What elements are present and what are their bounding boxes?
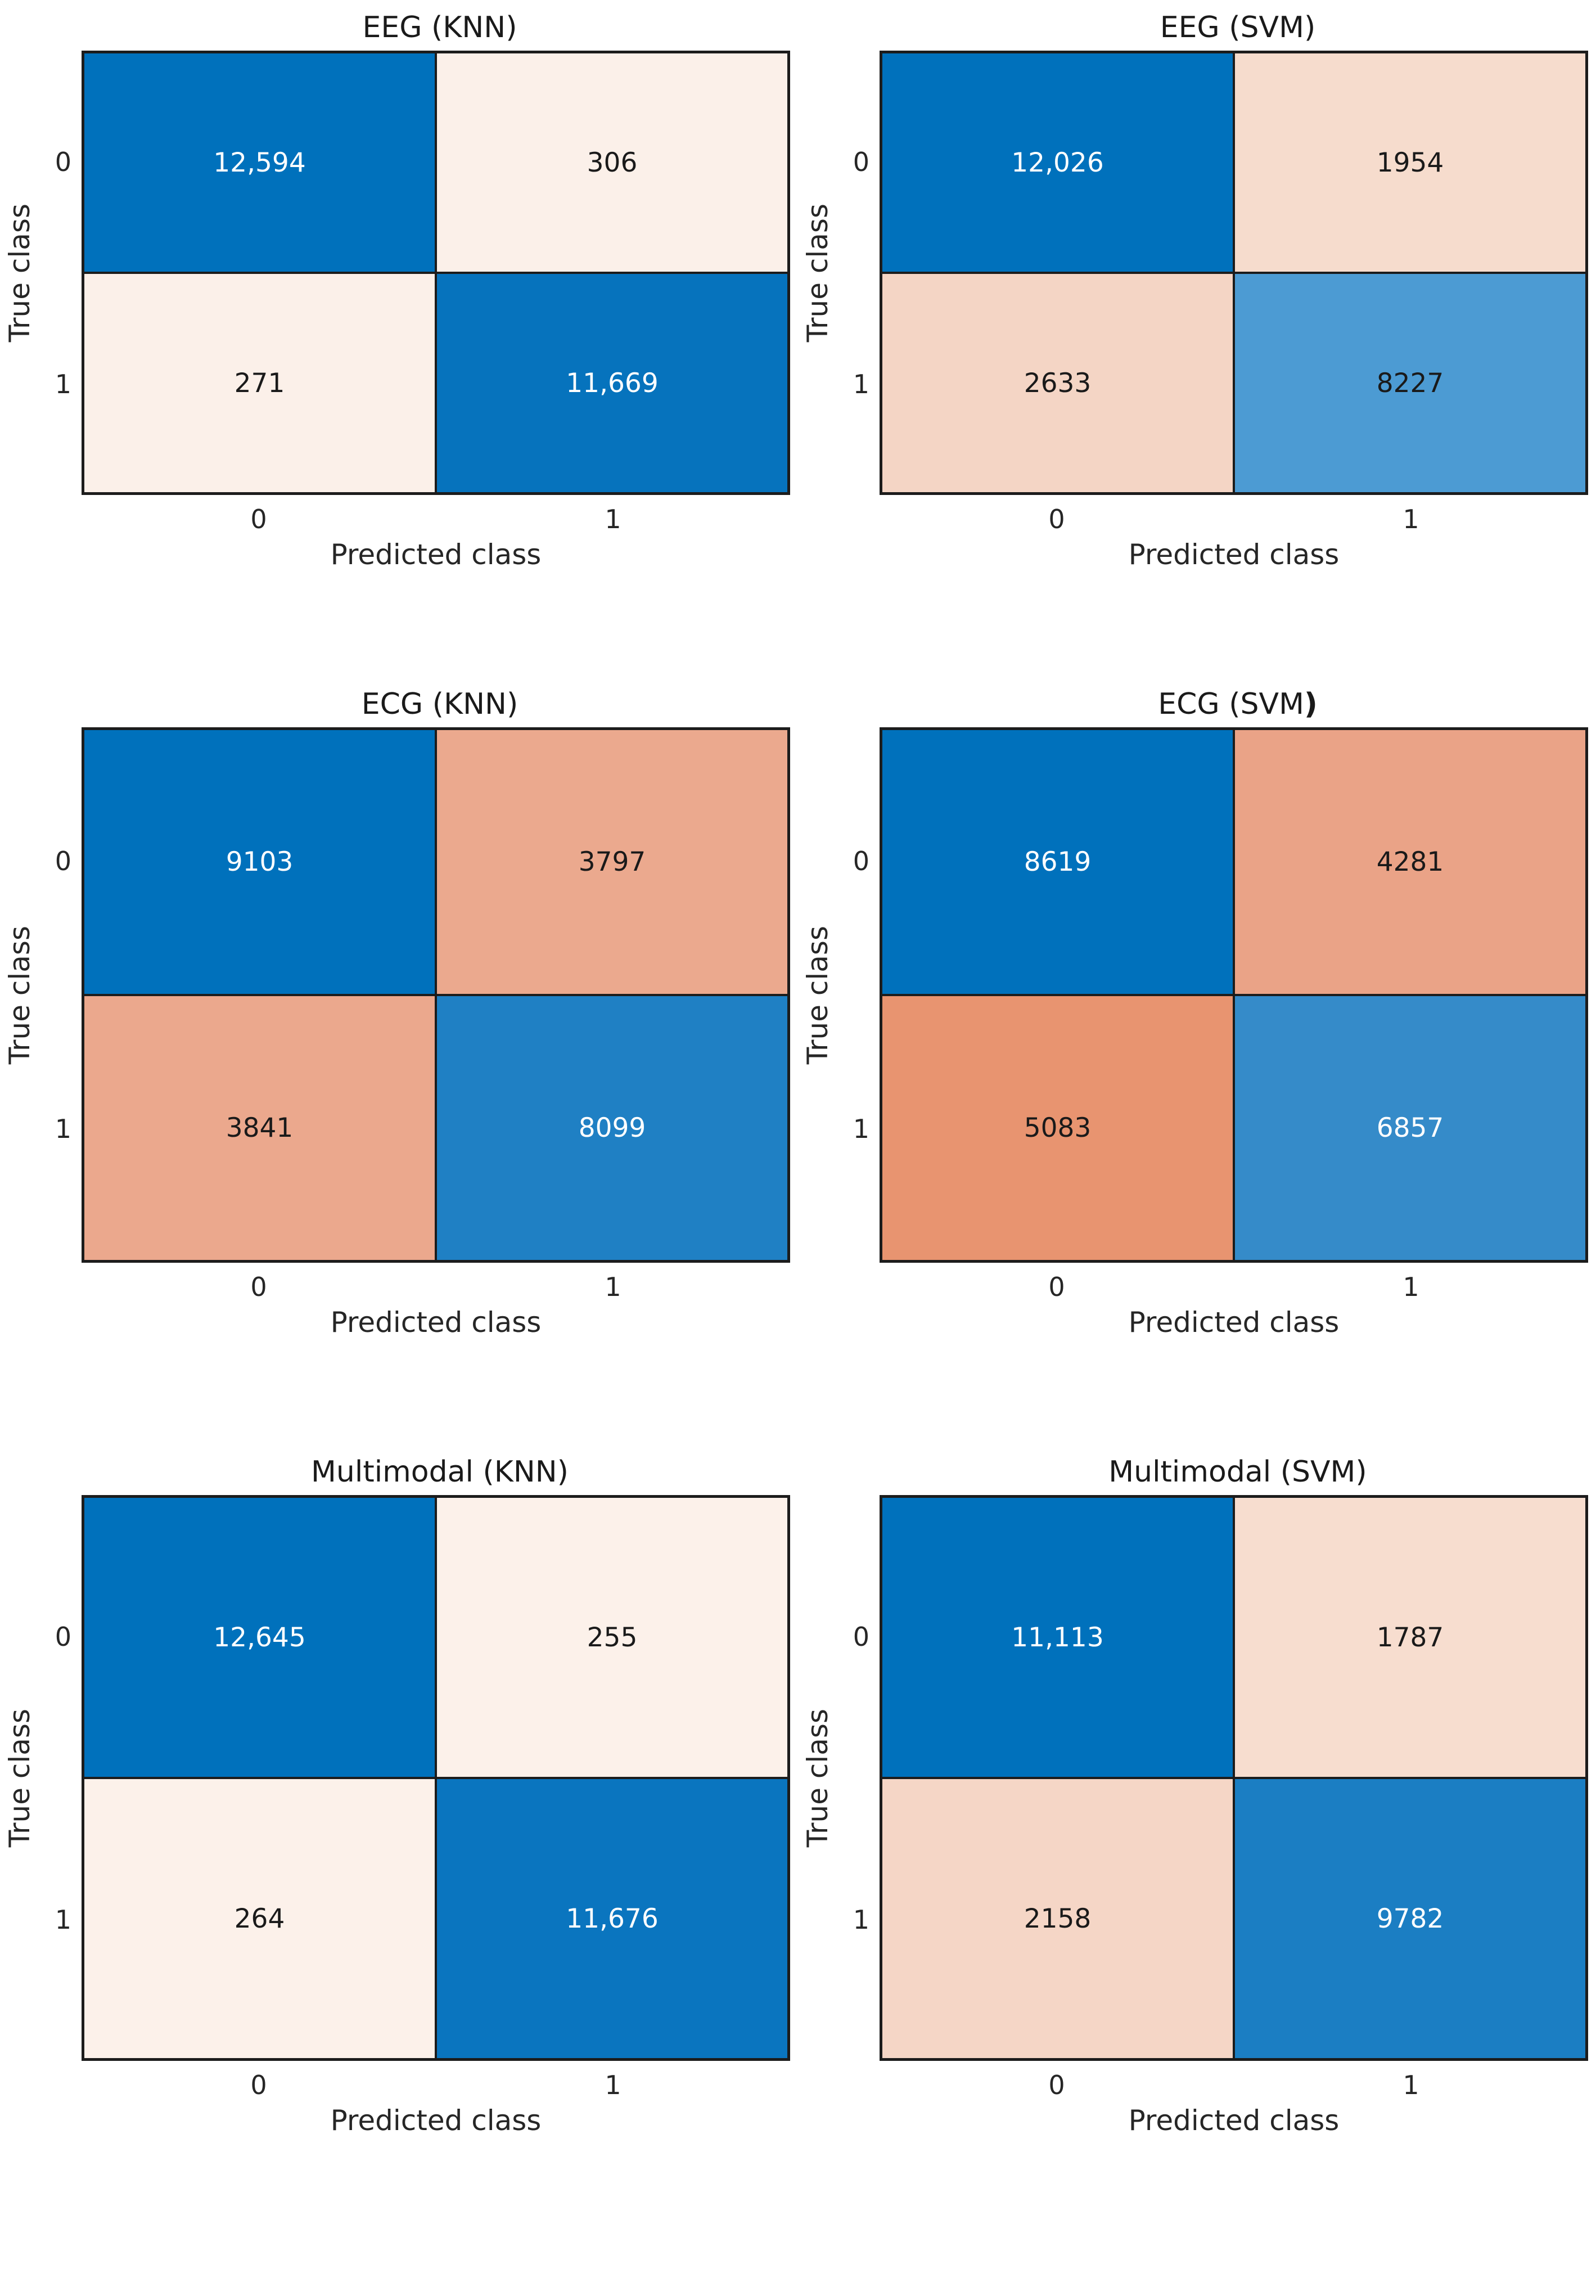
cell-true0-pred0: 8619 [882, 730, 1233, 994]
y-axis-label: True class [801, 203, 834, 343]
x-tick-0: 0 [250, 2070, 267, 2100]
cell-true1-pred0: 2158 [882, 1779, 1233, 2058]
y-axis-label: True class [801, 925, 834, 1065]
y-axis-label: True class [3, 1708, 36, 1848]
cell-true0-pred0: 12,594 [84, 53, 435, 272]
panel-ecg-knn: ECG (KNN) True class 0 1 9103 3797 3841 … [0, 570, 798, 1339]
x-axis-label: Predicted class [1128, 2104, 1340, 2137]
confusion-matrix: 12,026 1954 2633 8227 [880, 51, 1588, 495]
cell-true1-pred0: 271 [84, 274, 435, 492]
cell-true1-pred0: 2633 [882, 274, 1233, 492]
confusion-matrix: 11,113 1787 2158 9782 [880, 1495, 1588, 2061]
y-tick-1: 1 [55, 1114, 71, 1144]
y-axis-label: True class [801, 1708, 834, 1848]
confusion-matrix: 12,594 306 271 11,669 [82, 51, 790, 495]
confusion-matrix: 9103 3797 3841 8099 [82, 727, 790, 1263]
panel-title: ECG (SVM) [880, 686, 1596, 723]
x-tick-0: 0 [1048, 2070, 1065, 2100]
x-tick-1: 1 [605, 504, 621, 534]
y-axis-ticks: 0 1 [837, 51, 880, 495]
panel-title-text: EEG (SVM) [1160, 11, 1316, 44]
y-axis-ticks: 0 1 [837, 1495, 880, 2061]
y-tick-0: 0 [55, 1621, 71, 1652]
panel-title: ECG (KNN) [82, 686, 798, 723]
y-axis-label: True class [3, 925, 36, 1065]
cell-true1-pred0: 3841 [84, 996, 435, 1260]
cell-true0-pred1: 306 [437, 53, 787, 272]
panel-title-text: ECG (KNN) [361, 687, 519, 721]
cell-true1-pred1: 8099 [437, 996, 787, 1260]
x-tick-1: 1 [1403, 504, 1419, 534]
panel-title-text: Multimodal (SVM) [1108, 1455, 1367, 1489]
x-tick-0: 0 [1048, 504, 1065, 534]
cell-true0-pred0: 12,026 [882, 53, 1233, 272]
panel-eeg-knn: EEG (KNN) True class 0 1 12,594 306 271 … [0, 9, 798, 571]
confusion-matrix: 12,645 255 264 11,676 [82, 1495, 790, 2061]
cell-true0-pred1: 1787 [1235, 1498, 1585, 1777]
y-axis-ticks: 0 1 [837, 727, 880, 1263]
confusion-matrix: 8619 4281 5083 6857 [880, 727, 1588, 1263]
cell-true0-pred0: 12,645 [84, 1498, 435, 1777]
x-axis-ticks: 0 1 [880, 1263, 1588, 1302]
panel-title-text: Multimodal (KNN) [311, 1455, 569, 1489]
x-tick-0: 0 [250, 1272, 267, 1302]
x-axis-ticks: 0 1 [82, 1263, 790, 1302]
cell-true0-pred1: 3797 [437, 730, 787, 994]
panel-title-suffix: ) [1304, 687, 1318, 721]
x-tick-1: 1 [605, 2070, 621, 2100]
panel-ecg-svm: ECG (SVM) True class 0 1 8619 4281 5083 … [798, 570, 1596, 1339]
cell-true0-pred1: 1954 [1235, 53, 1585, 272]
y-tick-1: 1 [55, 1904, 71, 1935]
cell-true1-pred0: 5083 [882, 996, 1233, 1260]
panel-title: Multimodal (SVM) [880, 1453, 1596, 1491]
x-tick-1: 1 [1403, 2070, 1419, 2100]
panel-title: EEG (KNN) [82, 9, 798, 46]
panel-title: EEG (SVM) [880, 9, 1596, 46]
x-axis-label: Predicted class [1128, 538, 1340, 571]
y-axis-ticks: 0 1 [39, 1495, 82, 2061]
cell-true1-pred1: 8227 [1235, 274, 1585, 492]
y-axis-ticks: 0 1 [39, 727, 82, 1263]
cell-true0-pred1: 255 [437, 1498, 787, 1777]
panel-multimodal-svm: Multimodal (SVM) True class 0 1 11,113 1… [798, 1338, 1596, 2137]
y-tick-0: 0 [55, 846, 71, 876]
x-axis-label: Predicted class [330, 2104, 542, 2137]
x-tick-1: 1 [605, 1272, 621, 1302]
cell-true0-pred1: 4281 [1235, 730, 1585, 994]
x-tick-0: 0 [1048, 1272, 1065, 1302]
y-axis-ticks: 0 1 [39, 51, 82, 495]
cell-true1-pred1: 11,676 [437, 1779, 787, 2058]
x-axis-ticks: 0 1 [880, 495, 1588, 534]
y-tick-0: 0 [55, 146, 71, 177]
x-tick-0: 0 [250, 504, 267, 534]
x-axis-label: Predicted class [1128, 1306, 1340, 1339]
x-axis-label: Predicted class [330, 538, 542, 571]
cell-true1-pred1: 9782 [1235, 1779, 1585, 2058]
cell-true1-pred0: 264 [84, 1779, 435, 2058]
panel-eeg-svm: EEG (SVM) True class 0 1 12,026 1954 263… [798, 9, 1596, 571]
panel-title: Multimodal (KNN) [82, 1453, 798, 1491]
confusion-matrix-figure: EEG (KNN) True class 0 1 12,594 306 271 … [0, 9, 1596, 2137]
panel-title-text: EEG (KNN) [362, 11, 517, 44]
cell-true0-pred0: 9103 [84, 730, 435, 994]
y-tick-1: 1 [853, 1114, 869, 1144]
x-tick-1: 1 [1403, 1272, 1419, 1302]
panel-title-text: ECG (SVM [1158, 687, 1304, 721]
x-axis-ticks: 0 1 [82, 2061, 790, 2100]
y-axis-label: True class [3, 203, 36, 343]
y-tick-0: 0 [853, 1621, 869, 1652]
y-tick-0: 0 [853, 846, 869, 876]
panel-multimodal-knn: Multimodal (KNN) True class 0 1 12,645 2… [0, 1338, 798, 2137]
y-tick-1: 1 [853, 1904, 869, 1935]
x-axis-ticks: 0 1 [82, 495, 790, 534]
cell-true1-pred1: 11,669 [437, 274, 787, 492]
x-axis-ticks: 0 1 [880, 2061, 1588, 2100]
cell-true1-pred1: 6857 [1235, 996, 1585, 1260]
y-tick-1: 1 [853, 368, 869, 399]
x-axis-label: Predicted class [330, 1306, 542, 1339]
cell-true0-pred0: 11,113 [882, 1498, 1233, 1777]
y-tick-0: 0 [853, 146, 869, 177]
y-tick-1: 1 [55, 368, 71, 399]
